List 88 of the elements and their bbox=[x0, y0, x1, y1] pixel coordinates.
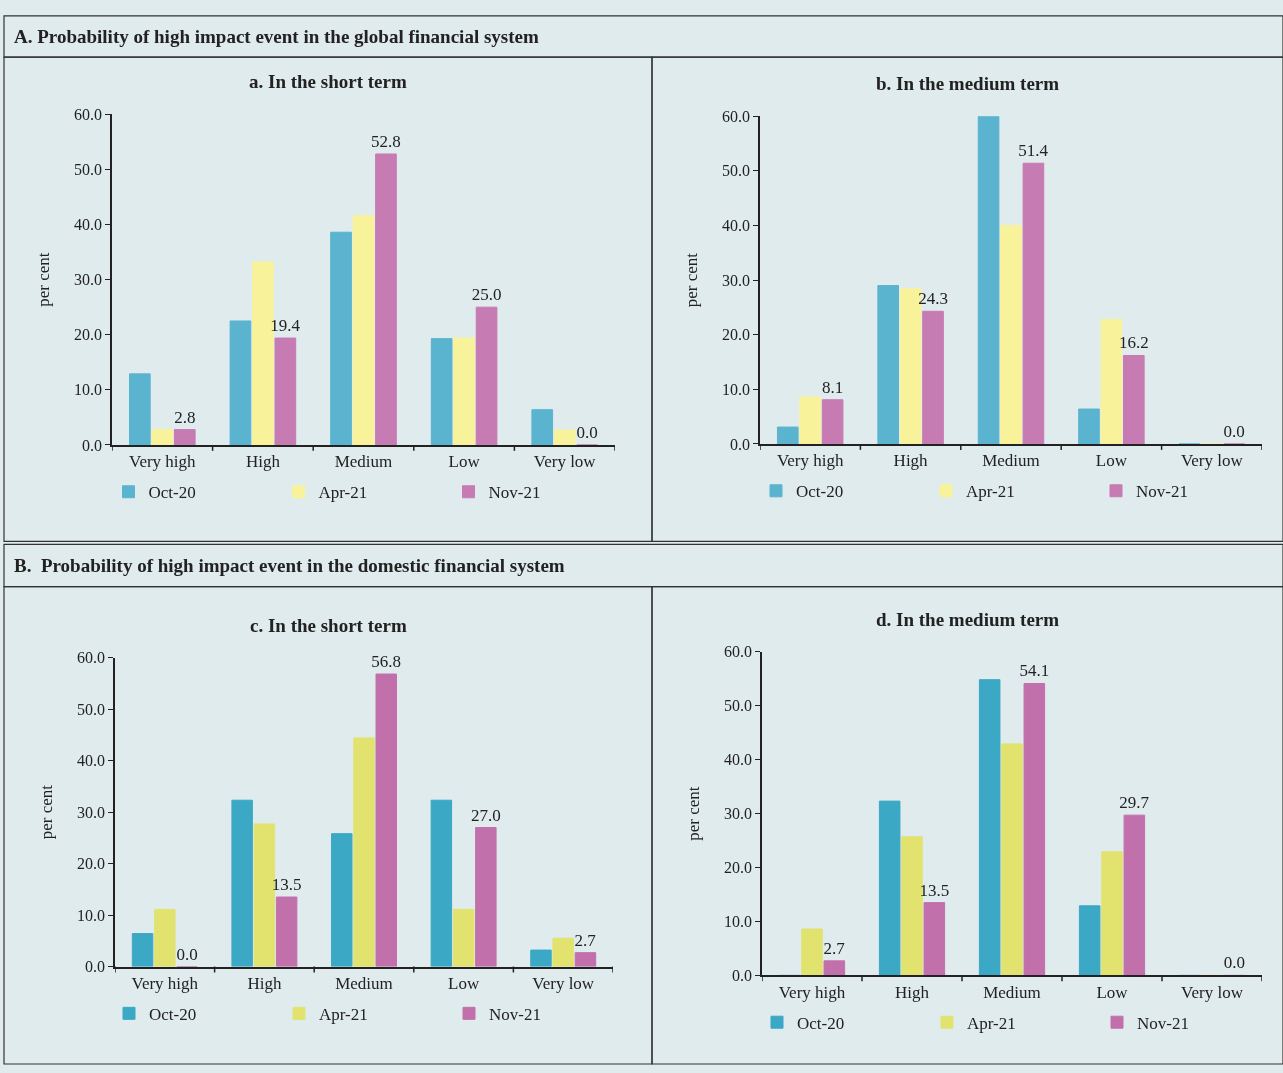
data-label: 56.8 bbox=[371, 652, 402, 672]
y-tick-label: 20.0 bbox=[724, 859, 753, 877]
x-tick-label: Low bbox=[448, 452, 481, 472]
y-tick-label: 10.0 bbox=[77, 906, 106, 924]
legend-label: Apr-21 bbox=[318, 483, 368, 503]
data-label: 0.0 bbox=[176, 944, 198, 964]
legend-label: Nov-21 bbox=[489, 1004, 541, 1024]
data-label: 16.2 bbox=[1118, 333, 1149, 353]
y-tick-label: 40.0 bbox=[724, 751, 753, 769]
y-tick-label: 20.0 bbox=[77, 855, 106, 873]
y-axis-title: per cent bbox=[37, 784, 57, 840]
y-tick-label: 60.0 bbox=[77, 649, 106, 667]
y-tick-label: 20.0 bbox=[722, 326, 751, 344]
data-label: 8.1 bbox=[822, 377, 844, 397]
x-tick-label: Low bbox=[1095, 451, 1128, 471]
y-tick-label: 0.0 bbox=[730, 435, 751, 453]
data-label: 0.0 bbox=[1223, 421, 1245, 441]
y-tick-label: 0.0 bbox=[85, 958, 106, 976]
legend-label: Nov-21 bbox=[1137, 1013, 1189, 1033]
x-tick-label: High bbox=[895, 982, 930, 1002]
data-label: 19.4 bbox=[270, 316, 301, 336]
x-tick-label: Very low bbox=[1181, 982, 1244, 1002]
x-tick-label: High bbox=[247, 973, 282, 993]
x-tick-label: Very low bbox=[533, 452, 597, 472]
text: B. Probability of high impact event in the domestic financial system bbox=[14, 555, 565, 576]
y-tick-label: 50.0 bbox=[724, 697, 753, 715]
y-axis-title: per cent bbox=[682, 252, 702, 308]
x-tick-label: Medium bbox=[334, 452, 393, 472]
data-label: 27.0 bbox=[470, 805, 501, 825]
y-tick-label: 0.0 bbox=[82, 436, 103, 454]
x-tick-label: Low bbox=[448, 973, 480, 993]
y-axis-title: per cent bbox=[34, 252, 54, 307]
x-tick-label: Very low bbox=[532, 973, 595, 993]
chart-title: b. In the medium term bbox=[876, 73, 1060, 94]
text: A. Probability of high impact event in the global financial system bbox=[14, 26, 539, 47]
x-tick-label: Low bbox=[1096, 982, 1129, 1002]
y-tick-label: 50.0 bbox=[77, 700, 106, 718]
legend-label: Apr-21 bbox=[319, 1004, 368, 1024]
y-tick-label: 10.0 bbox=[722, 380, 751, 398]
y-tick-label: 10.0 bbox=[74, 381, 103, 399]
y-tick-label: 50.0 bbox=[74, 161, 103, 178]
chart-title: c. In the short term bbox=[250, 615, 407, 636]
data-label: 24.3 bbox=[918, 289, 948, 309]
y-axis-title: per cent bbox=[684, 786, 704, 841]
data-label: 0.0 bbox=[1223, 953, 1245, 973]
y-tick-label: 30.0 bbox=[74, 271, 103, 289]
legend-label: Oct-20 bbox=[148, 483, 196, 503]
x-tick-label: Medium bbox=[983, 982, 1041, 1002]
y-tick-label: 20.0 bbox=[74, 326, 103, 344]
y-tick-label: 40.0 bbox=[77, 752, 106, 770]
y-tick-label: 0.0 bbox=[732, 967, 753, 985]
x-tick-label: Very high bbox=[776, 451, 844, 471]
y-tick-label: 60.0 bbox=[724, 643, 753, 661]
data-label: 51.4 bbox=[1018, 141, 1049, 161]
x-tick-label: Very high bbox=[129, 452, 197, 472]
x-tick-label: Very high bbox=[778, 982, 846, 1002]
legend-label: Oct-20 bbox=[149, 1004, 197, 1024]
x-tick-label: Medium bbox=[335, 973, 393, 993]
chart-title: a. In the short term bbox=[249, 71, 407, 92]
data-label: 54.1 bbox=[1019, 661, 1050, 681]
x-tick-label: Medium bbox=[982, 451, 1040, 471]
legend-label: Oct-20 bbox=[797, 1013, 845, 1033]
data-label: 2.7 bbox=[823, 938, 846, 958]
y-tick-label: 40.0 bbox=[722, 217, 751, 235]
data-label: 25.0 bbox=[471, 285, 502, 305]
data-label: 52.8 bbox=[371, 131, 401, 151]
y-tick-label: 60.0 bbox=[74, 105, 103, 123]
chart-title: d. In the medium term bbox=[876, 609, 1060, 630]
legend-label: Nov-21 bbox=[1136, 482, 1188, 502]
legend-label: Apr-21 bbox=[967, 1013, 1016, 1033]
y-tick-label: 30.0 bbox=[724, 805, 753, 823]
data-label: 2.7 bbox=[574, 930, 597, 950]
data-label: 29.7 bbox=[1119, 793, 1150, 813]
x-tick-label: High bbox=[893, 451, 929, 471]
y-tick-label: 30.0 bbox=[77, 803, 106, 821]
x-tick-label: High bbox=[245, 452, 281, 472]
x-tick-label: Very low bbox=[1180, 451, 1244, 471]
y-tick-label: 10.0 bbox=[724, 913, 753, 931]
data-label: 0.0 bbox=[576, 422, 598, 442]
y-tick-label: 60.0 bbox=[722, 107, 751, 125]
x-tick-label: Very high bbox=[131, 973, 199, 993]
legend-label: Oct-20 bbox=[796, 482, 844, 502]
legend-label: Apr-21 bbox=[966, 482, 1015, 502]
legend-label: Nov-21 bbox=[488, 483, 541, 503]
y-tick-label: 30.0 bbox=[722, 271, 751, 289]
y-tick-label: 50.0 bbox=[722, 162, 751, 180]
y-tick-label: 40.0 bbox=[74, 216, 103, 234]
data-label: 2.8 bbox=[174, 407, 196, 427]
